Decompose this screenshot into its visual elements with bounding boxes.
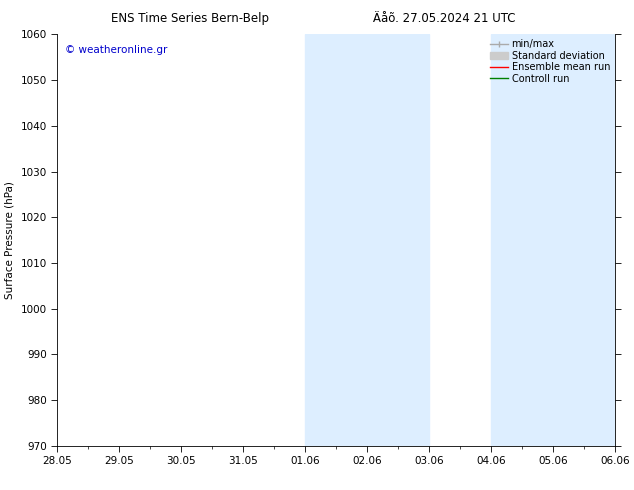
Bar [305,34,429,446]
Text: Äåõ. 27.05.2024 21 UTC: Äåõ. 27.05.2024 21 UTC [373,12,515,25]
Text: © weatheronline.gr: © weatheronline.gr [65,45,168,54]
Legend: min/max, Standard deviation, Ensemble mean run, Controll run: min/max, Standard deviation, Ensemble me… [488,37,612,85]
Y-axis label: Surface Pressure (hPa): Surface Pressure (hPa) [5,181,15,299]
Bar [491,34,615,446]
Text: ENS Time Series Bern-Belp: ENS Time Series Bern-Belp [111,12,269,25]
